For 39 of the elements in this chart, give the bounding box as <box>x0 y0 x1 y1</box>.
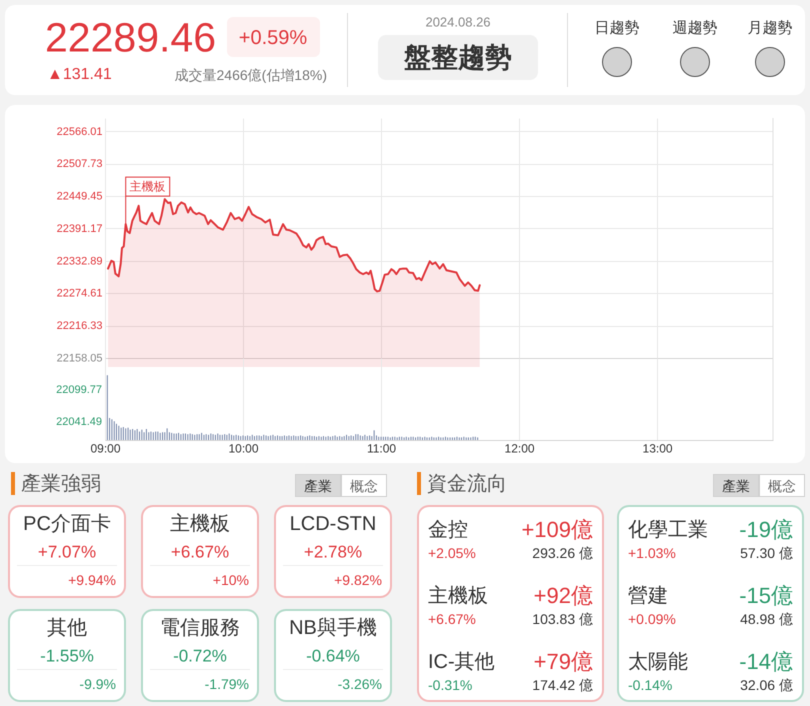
y-tick-label: 22449.45 <box>56 190 102 203</box>
text: 2024.08.26 <box>425 14 491 30</box>
y-tick-label: 22507.73 <box>56 158 102 170</box>
text: 資金流向 <box>427 473 507 495</box>
text: 產業強弱 <box>21 473 101 495</box>
x-tick-label: 09:00 <box>90 442 121 456</box>
card: PC介面卡 +7.07% +9.94% <box>8 505 126 598</box>
text: 成交量2466億(估增18%) <box>174 67 327 83</box>
card: NB與手機 -0.64% -3.26% <box>274 609 392 702</box>
text: 22099.77 <box>56 384 102 396</box>
text: 月趨勢 <box>748 20 792 36</box>
card: 主機板 +6.67% +10% <box>141 505 259 598</box>
x-tick-label: 10:00 <box>228 442 259 456</box>
x-tick-label: 12:00 <box>504 442 535 456</box>
annotation: 主機板 <box>130 180 166 194</box>
tab-button: 概念 <box>759 474 805 497</box>
card: LCD-STN +2.78% +9.82% <box>274 505 392 598</box>
x-tick-label: 13:00 <box>642 442 673 456</box>
tab-button: 產業 <box>713 474 759 497</box>
tab-button: 產業 <box>295 474 341 497</box>
y-tick-label: 22332.89 <box>56 255 102 268</box>
y-tick-label: 22391.17 <box>56 222 102 235</box>
card: 化學工業 -19億 +1.03% 57.30 億 營建 -15億 +0.09% 48.98 億 太陽能 -14億 -0.14% 32.06 億 <box>617 505 804 702</box>
x-tick-label: 11:00 <box>366 442 396 456</box>
card: 金控 +109億 +2.05% 293.26 億 主機板 +92億 +6.67% 103.83 億 IC-其他 +79億 -0.31% 174.42 億 <box>417 505 604 702</box>
y-tick-label: 22158.05 <box>56 352 102 364</box>
card: 電信服務 -0.72% -1.79% <box>141 609 259 702</box>
card: 其他 -1.55% -9.9% <box>8 609 126 702</box>
text: ▲131.41 <box>47 66 112 83</box>
y-tick-label: 22274.61 <box>56 288 102 300</box>
y-tick-label: 22216.33 <box>56 320 102 332</box>
text: 22041.49 <box>56 416 102 428</box>
y-tick-label: 22566.01 <box>56 126 102 138</box>
text: 22289.46 <box>45 14 216 60</box>
tab-button: 概念 <box>341 474 387 497</box>
text: 週趨勢 <box>672 20 718 36</box>
text: 盤整趨勢 <box>404 42 512 72</box>
text: 日趨勢 <box>594 20 640 36</box>
text: +0.59% <box>238 27 308 49</box>
